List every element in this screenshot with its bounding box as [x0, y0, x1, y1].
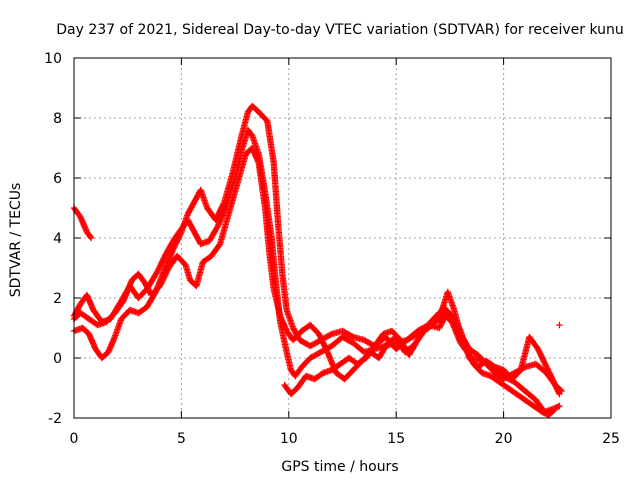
y-tick-label: 6	[53, 171, 62, 187]
x-tick-label: 20	[495, 431, 513, 447]
x-tick-label: 15	[387, 431, 405, 447]
grid-layer	[74, 58, 611, 418]
series-track-e	[281, 303, 563, 398]
x-tick-label: 10	[280, 431, 298, 447]
tick-layer: 0 5 10 15 20 25 -2 0 2 4 6 8 10	[44, 51, 620, 447]
data-point	[556, 321, 563, 329]
y-tick-label: 4	[53, 231, 62, 247]
x-axis-title: GPS time / hours	[281, 459, 398, 475]
data-point	[177, 230, 184, 237]
x-tick-label: 25	[602, 431, 620, 447]
x-tick-label: 0	[70, 431, 79, 447]
data-point	[87, 233, 94, 240]
data-point	[456, 326, 464, 333]
data-point	[327, 331, 334, 338]
chart-title: Day 237 of 2021, Sidereal Day-to-day VTE…	[56, 22, 624, 38]
data-point	[550, 406, 558, 414]
y-tick-label: 0	[53, 351, 62, 367]
x-tick-label: 5	[177, 431, 186, 447]
data-point	[323, 347, 331, 354]
data-point	[556, 390, 563, 398]
y-axis-title: SDTVAR / TECUs	[8, 183, 24, 298]
data-point	[87, 234, 95, 242]
data-point	[348, 333, 356, 340]
series-outlier	[556, 321, 563, 329]
data-point	[556, 402, 563, 410]
y-tick-label: 2	[53, 291, 62, 307]
y-tick-label: -2	[48, 411, 62, 427]
y-tick-label: 10	[44, 51, 62, 67]
data-point	[220, 200, 227, 207]
data-point	[551, 405, 559, 413]
y-tick-label: 8	[53, 111, 62, 127]
